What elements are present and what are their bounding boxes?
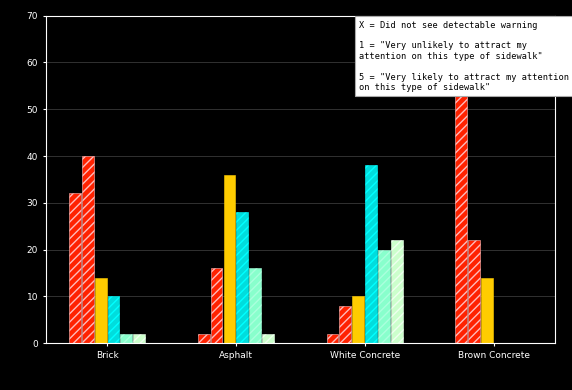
Bar	[69, 193, 81, 343]
Bar	[224, 175, 235, 343]
Bar	[236, 212, 248, 343]
Bar	[481, 278, 493, 343]
Bar	[121, 334, 132, 343]
Bar	[339, 306, 351, 343]
Bar	[352, 296, 364, 343]
Bar	[378, 250, 390, 343]
Bar	[366, 165, 377, 343]
Bar	[108, 296, 120, 343]
Bar	[95, 278, 106, 343]
Text: X = Did not see detectable warning

1 = "Very unlikely to attract my
attention o: X = Did not see detectable warning 1 = "…	[359, 21, 569, 92]
Bar	[391, 240, 403, 343]
Bar	[455, 44, 467, 343]
Bar	[468, 240, 480, 343]
Bar	[210, 268, 223, 343]
Bar	[133, 334, 145, 343]
Bar	[327, 334, 339, 343]
Bar	[82, 156, 94, 343]
Bar	[262, 334, 274, 343]
Bar	[198, 334, 209, 343]
Bar	[249, 268, 261, 343]
